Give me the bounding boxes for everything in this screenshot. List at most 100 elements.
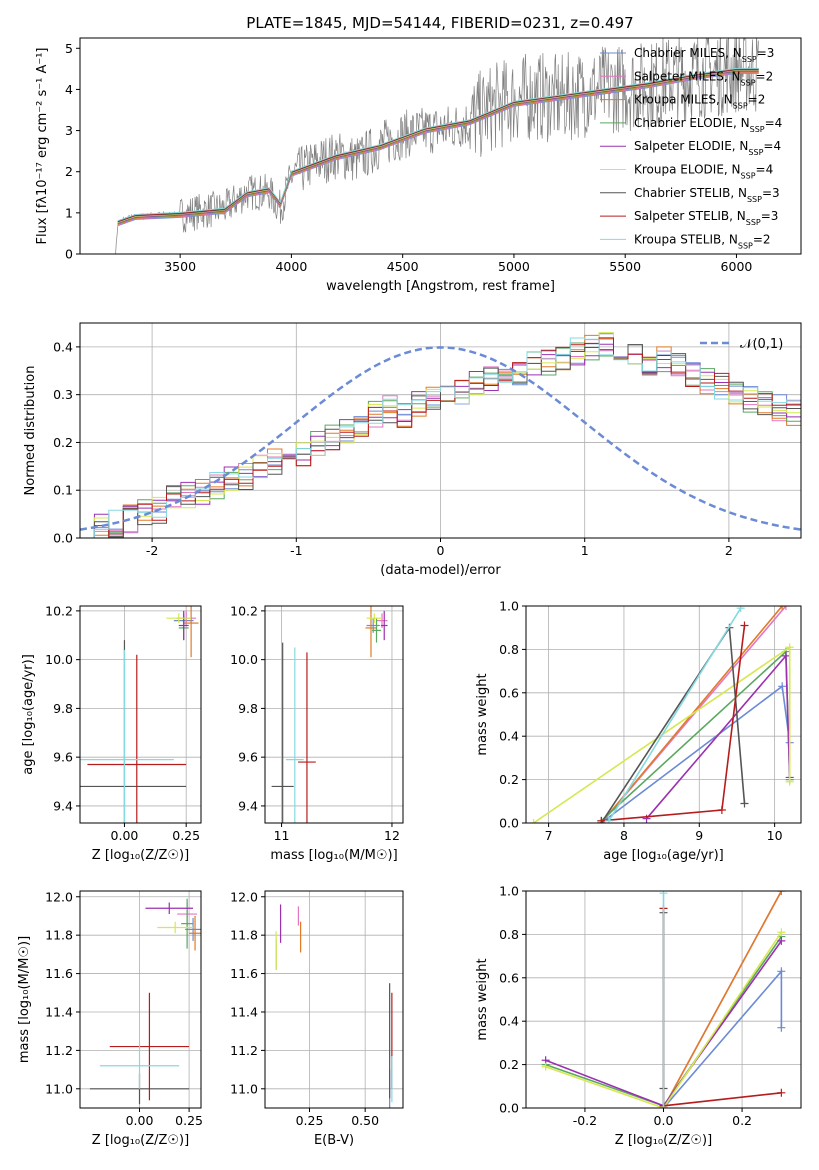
x-axis-label: age [log₁₀(age/yr)] [603, 848, 724, 863]
x-tick-label: 0.25 [175, 1113, 203, 1128]
model-spectrum-4 [117, 70, 759, 224]
mass_vs_Z-panel: 0.00 0.25 11.0 11.2 11.4 11.6 11.8 12.0 Z [log₁₀… [17, 889, 203, 1148]
model-spectrum-8 [117, 67, 759, 222]
mass-weight-line-2 [662, 891, 783, 1108]
mass-weight-marker-2 [778, 606, 787, 610]
mass-weight-line-5 [545, 931, 783, 1108]
y-tick-label: 11.8 [45, 928, 73, 943]
plot-frame [79, 37, 802, 255]
y-tick-label: 0 [65, 247, 73, 262]
mass-weight-marker-0 [778, 682, 787, 691]
plot-frame [264, 890, 404, 1109]
mass-weight-marker-8 [659, 891, 668, 898]
x-tick-label: 4500 [387, 259, 419, 274]
y-tick-label: 2 [65, 164, 73, 179]
y-tick-label: 4 [65, 82, 73, 97]
legend-entry: Salpeter STELIB, NSSP=3 [634, 209, 778, 227]
figure-title: PLATE=1845, MJD=54144, FIBERID=0231, z=0… [246, 14, 633, 32]
mass-weight-marker-5 [785, 777, 794, 786]
mass-weight-marker-5 [777, 928, 786, 937]
mass-weight-marker-7 [597, 816, 606, 823]
y-tick-label: 1.0 [499, 599, 519, 614]
histogram-step-6 [80, 344, 801, 538]
y-tick-label: 0.6 [499, 970, 519, 985]
mass-weight-marker-1 [781, 606, 790, 610]
y-tick-label: 10.2 [230, 603, 258, 618]
y-tick-label: 0.2 [499, 1057, 519, 1072]
mass-weight-marker-0 [777, 1023, 786, 1032]
x-tick-label: 0 [437, 543, 445, 558]
mass-weight-line-6 [600, 625, 746, 823]
spectrum-marks [115, 38, 759, 254]
y-tick-label: 11.4 [45, 1004, 73, 1019]
x-tick-label: 11 [274, 828, 290, 843]
legend-entry: Salpeter MILES, NSSP=2 [634, 69, 773, 87]
age_vs_Z-marks [80, 606, 199, 823]
legend-entry: Kroupa STELIB, NSSP=2 [634, 232, 771, 250]
mass-weight-marker-2 [777, 891, 786, 895]
mass-weight-marker-8 [604, 816, 613, 823]
x-tick-label: 0.25 [172, 828, 200, 843]
mass-weight-marker-7 [777, 1088, 786, 1097]
mass-weight-line-4 [645, 653, 791, 820]
model-spectrum-2 [117, 71, 759, 225]
mass-weight-marker-5 [785, 643, 794, 652]
mass_weight_vs_Z-panel: -0.2 0.0 0.2 0.0 0.2 0.4 0.6 0.8 1.0 Z [log₁₀(Z/Z… [475, 884, 802, 1148]
legend-entry: Chabrier STELIB, NSSP=3 [634, 186, 780, 204]
legend-entry: Kroupa MILES, NSSP=2 [634, 93, 765, 111]
y-tick-label: 11.2 [45, 1043, 73, 1058]
mass-weight-marker-7 [740, 621, 749, 630]
y-tick-label: 1.0 [499, 884, 519, 899]
legend-entry: Salpeter ELODIE, NSSP=4 [634, 139, 781, 157]
x-tick-label: 3500 [164, 259, 196, 274]
y-tick-label: 0.0 [499, 1101, 519, 1116]
x-axis-label: mass [log₁₀(M/M☉)] [270, 848, 397, 863]
spectrum-panel: 3500 4000 4500 5000 5500 6000 0 1 2 3 4 5 wavelength… [35, 37, 802, 294]
mass_vs_EBV-marks [275, 904, 393, 1108]
x-axis-label: wavelength [Angstrom, rest frame] [326, 279, 555, 294]
x-tick-label: 0.2 [732, 1113, 752, 1128]
x-axis-label: (data-model)/error [380, 563, 501, 578]
x-tick-label: 0.00 [126, 1113, 154, 1128]
spectrum-legend: Chabrier MILES, NSSP=3 Salpeter MILES, NS… [600, 46, 782, 250]
y-tick-label: 0.0 [499, 816, 519, 831]
legend-entry: Chabrier ELODIE, NSSP=4 [634, 116, 782, 133]
mass-weight-marker-8 [659, 1104, 668, 1108]
y-tick-label: 9.4 [238, 798, 258, 813]
y-tick-label: 11.4 [230, 1004, 258, 1019]
y-tick-label: 0.4 [499, 729, 519, 744]
x-tick-label: 10 [767, 828, 783, 843]
x-tick-label: 0.25 [296, 1113, 324, 1128]
model-spectrum-1 [117, 72, 759, 226]
mass-weight-line-0 [600, 684, 791, 823]
y-tick-label: 0.1 [53, 483, 73, 498]
y-tick-label: 0.6 [499, 685, 519, 700]
y-tick-label: 10.2 [45, 603, 73, 618]
mass_vs_EBV-panel: 0.25 0.50 11.0 11.2 11.4 11.6 11.8 12.0 E(B-V) [230, 889, 404, 1148]
y-tick-label: 11.8 [230, 928, 258, 943]
y-tick-label: 0.2 [499, 772, 519, 787]
mass_weight_vs_Z-marks [541, 891, 786, 1108]
mass-weight-marker-8 [736, 606, 745, 613]
x-axis-label: Z [log₁₀(Z/Z☉)] [92, 1133, 189, 1148]
y-tick-label: 9.8 [53, 701, 73, 716]
y-tick-label: 10.0 [45, 652, 73, 667]
legend-entry: 𝒩(0,1) [740, 337, 783, 352]
mass-weight-marker-4 [781, 651, 790, 660]
x-tick-label: 4000 [275, 259, 307, 274]
mass-weight-marker-5 [541, 1062, 550, 1071]
plot-frame [264, 605, 404, 824]
mass-weight-marker-0 [777, 967, 786, 976]
histogram-step-8 [80, 337, 801, 538]
y-tick-label: 11.2 [230, 1043, 258, 1058]
y-tick-label: 11.0 [230, 1081, 258, 1096]
legend-entry: Kroupa ELODIE, NSSP=4 [634, 163, 773, 181]
x-tick-label: 2 [725, 543, 733, 558]
x-tick-label: 9 [695, 828, 703, 843]
y-axis-label: Normed distribution [23, 366, 38, 496]
mass-weight-marker-5 [529, 819, 538, 823]
y-tick-label: 0.3 [53, 387, 73, 402]
y-tick-label: 9.6 [53, 750, 73, 765]
plot-frame [79, 890, 202, 1109]
